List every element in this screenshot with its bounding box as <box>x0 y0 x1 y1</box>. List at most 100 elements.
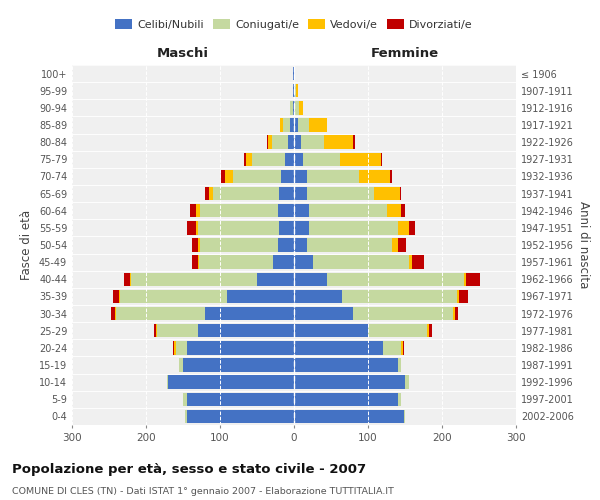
Bar <box>192 256 198 269</box>
Bar <box>183 358 294 372</box>
Bar <box>294 67 295 80</box>
Bar <box>266 136 268 149</box>
Bar <box>409 256 412 269</box>
Bar <box>294 221 309 234</box>
Bar <box>187 410 294 423</box>
Bar <box>279 221 294 234</box>
Bar <box>398 392 401 406</box>
Bar <box>198 324 294 338</box>
Bar <box>294 256 313 269</box>
Bar <box>198 221 279 234</box>
Bar <box>173 341 174 354</box>
Bar <box>252 152 285 166</box>
Bar <box>309 221 398 234</box>
Bar <box>340 152 380 166</box>
Bar <box>412 256 424 269</box>
Bar <box>383 341 401 354</box>
Bar <box>185 410 187 423</box>
Text: Popolazione per età, sesso e stato civile - 2007: Popolazione per età, sesso e stato civil… <box>12 462 366 475</box>
Bar <box>200 238 278 252</box>
Bar <box>192 238 198 252</box>
Bar <box>380 152 382 166</box>
Bar <box>179 358 183 372</box>
Bar <box>307 187 374 200</box>
Bar <box>398 221 409 234</box>
Bar <box>285 152 294 166</box>
Bar <box>294 170 307 183</box>
Bar <box>280 118 283 132</box>
Bar <box>278 204 294 218</box>
Text: Maschi: Maschi <box>157 47 209 60</box>
Bar <box>295 101 299 114</box>
Bar <box>374 187 400 200</box>
Text: COMUNE DI CLES (TN) - Dati ISTAT 1° gennaio 2007 - Elaborazione TUTTITALIA.IT: COMUNE DI CLES (TN) - Dati ISTAT 1° genn… <box>12 488 394 496</box>
Bar <box>200 204 278 218</box>
Bar <box>457 290 459 303</box>
Bar <box>400 187 401 200</box>
Bar <box>428 324 433 338</box>
Bar <box>227 290 294 303</box>
Bar <box>453 307 455 320</box>
Bar <box>303 152 340 166</box>
Bar <box>353 136 355 149</box>
Bar <box>131 272 257 286</box>
Bar <box>401 204 405 218</box>
Bar <box>187 341 294 354</box>
Bar <box>198 238 200 252</box>
Bar <box>293 84 294 98</box>
Bar <box>183 392 187 406</box>
Bar <box>111 307 115 320</box>
Bar <box>281 170 294 183</box>
Y-axis label: Anni di nascita: Anni di nascita <box>577 202 590 288</box>
Bar <box>398 358 401 372</box>
Bar <box>403 341 404 354</box>
Bar <box>244 152 246 166</box>
Bar <box>174 341 176 354</box>
Bar <box>466 272 480 286</box>
Bar <box>294 392 398 406</box>
Bar <box>299 101 303 114</box>
Bar <box>368 324 427 338</box>
Bar <box>273 256 294 269</box>
Bar <box>290 101 293 114</box>
Bar <box>459 290 468 303</box>
Bar <box>293 101 294 114</box>
Bar <box>198 256 199 269</box>
Bar <box>464 272 466 286</box>
Bar <box>401 341 403 354</box>
Bar <box>295 84 296 98</box>
Bar <box>209 187 212 200</box>
Bar <box>196 221 198 234</box>
Bar <box>307 170 359 183</box>
Bar <box>233 170 281 183</box>
Bar <box>246 152 252 166</box>
Bar <box>298 118 309 132</box>
Bar <box>294 358 398 372</box>
Bar <box>294 152 303 166</box>
Bar <box>313 256 409 269</box>
Bar <box>190 204 196 218</box>
Bar <box>294 272 328 286</box>
Bar <box>328 272 464 286</box>
Bar <box>272 136 288 149</box>
Bar <box>294 84 295 98</box>
Bar <box>268 136 272 149</box>
Bar <box>294 410 404 423</box>
Bar <box>294 101 295 114</box>
Bar <box>386 204 401 218</box>
Y-axis label: Fasce di età: Fasce di età <box>20 210 33 280</box>
Bar <box>116 307 205 320</box>
Text: Femmine: Femmine <box>371 47 439 60</box>
Bar <box>257 272 294 286</box>
Bar <box>294 187 307 200</box>
Bar <box>283 118 290 132</box>
Bar <box>187 221 196 234</box>
Bar <box>176 341 187 354</box>
Bar <box>130 272 131 286</box>
Bar <box>115 307 116 320</box>
Bar <box>199 256 273 269</box>
Bar <box>278 238 294 252</box>
Bar <box>119 290 120 303</box>
Bar <box>225 170 233 183</box>
Bar <box>353 307 453 320</box>
